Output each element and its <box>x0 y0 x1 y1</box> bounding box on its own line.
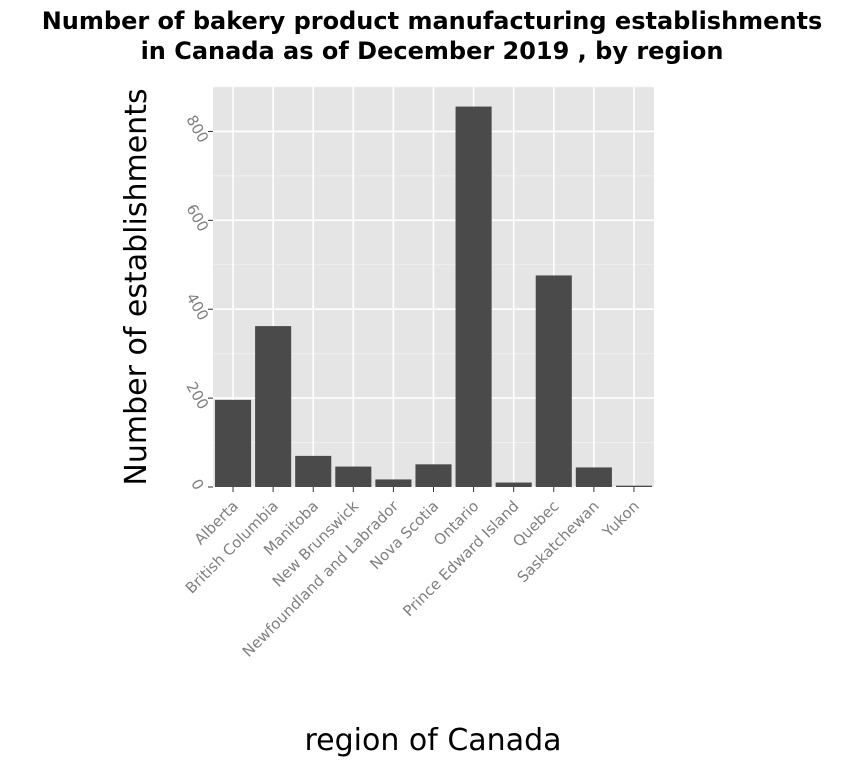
bar <box>215 400 251 487</box>
bar <box>335 467 371 487</box>
bar <box>295 456 331 487</box>
bar <box>255 326 291 487</box>
bar <box>536 275 572 487</box>
y-tick-label: 0 <box>187 476 207 493</box>
x-axis-title: region of Canada <box>304 723 561 758</box>
bar <box>576 467 612 487</box>
bar <box>415 464 451 487</box>
y-tick-label: 600 <box>182 201 212 235</box>
x-tick-label: Yukon <box>598 497 642 541</box>
bar <box>456 107 492 487</box>
y-tick-label: 400 <box>182 290 212 324</box>
y-axis: 0 200 400 600 800 <box>182 112 213 493</box>
bar <box>496 483 532 487</box>
bar <box>616 486 652 487</box>
y-axis-title: Number of establishments <box>119 88 154 485</box>
bar <box>375 479 411 487</box>
y-tick-label: 800 <box>182 112 212 146</box>
y-tick-label: 200 <box>182 379 212 413</box>
